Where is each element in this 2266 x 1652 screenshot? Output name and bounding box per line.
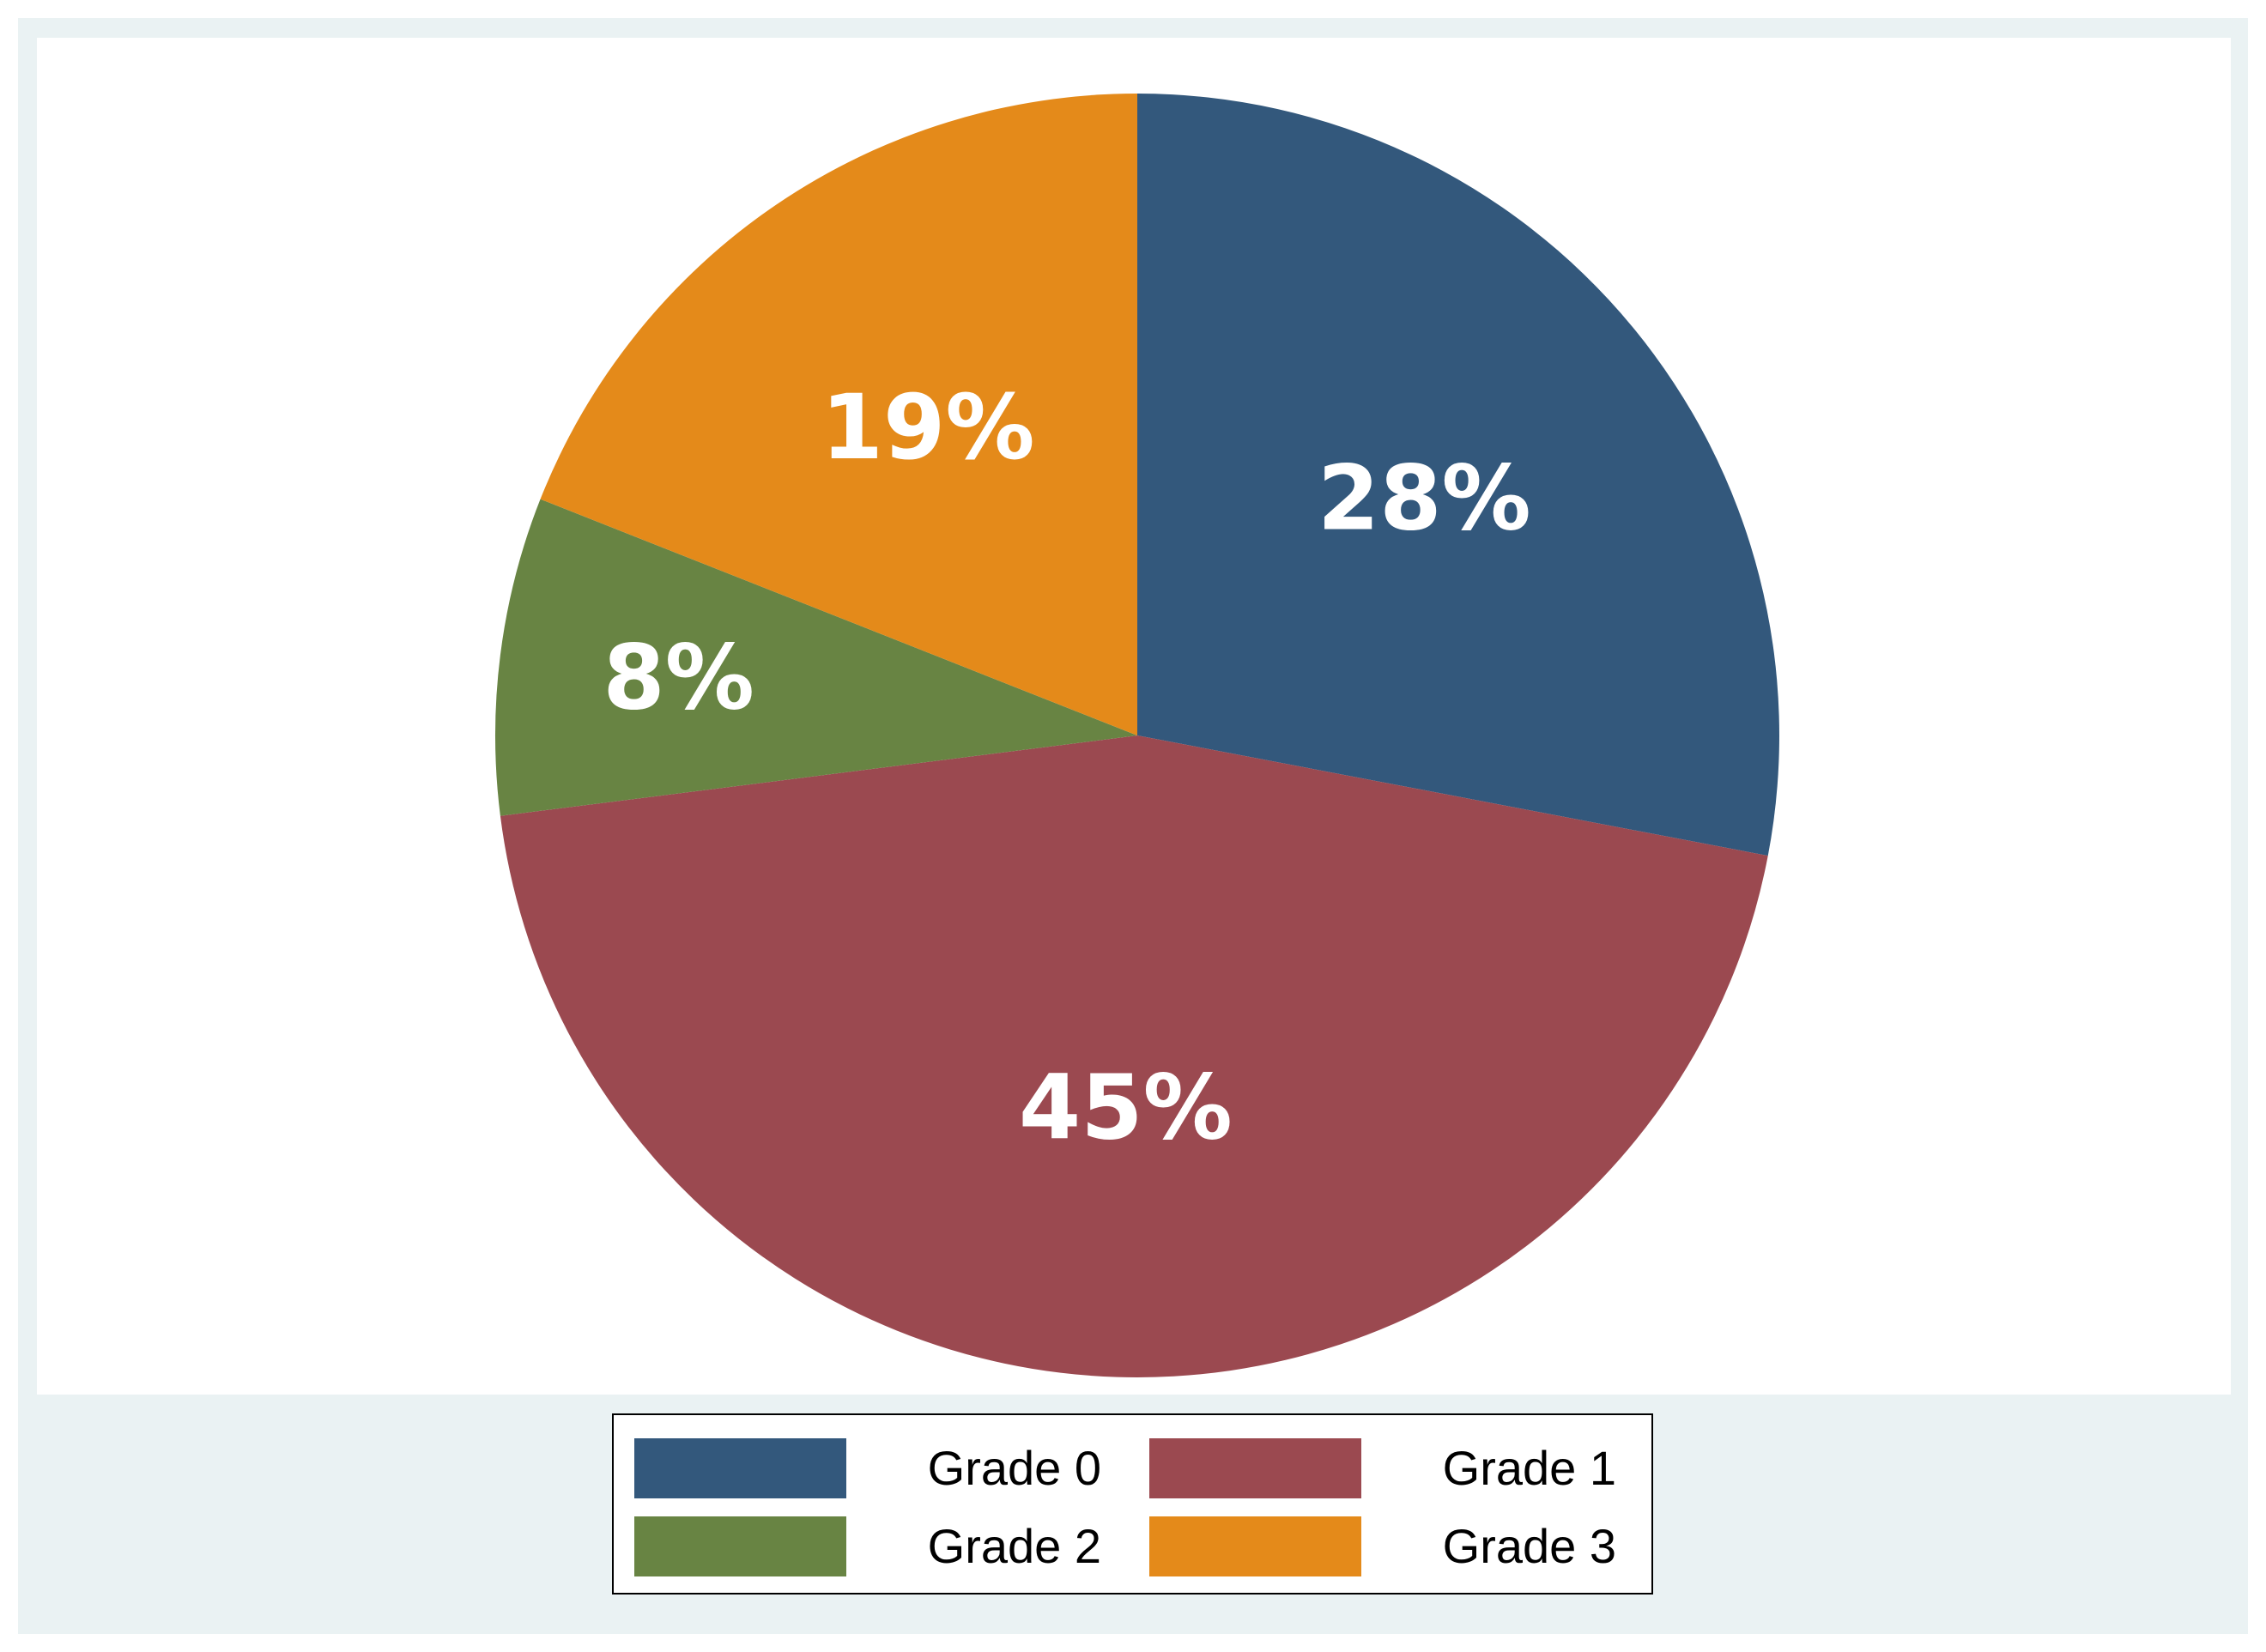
legend-swatch-grade-1 xyxy=(1149,1438,1361,1498)
legend-item-grade-3: Grade 3 xyxy=(1149,1516,1630,1576)
legend-swatch-grade-2 xyxy=(634,1516,846,1576)
legend-label-grade-1: Grade 1 xyxy=(1442,1441,1616,1495)
legend-item-grade-1: Grade 1 xyxy=(1149,1438,1630,1498)
pie-slice-grade-2 xyxy=(495,499,1137,816)
pie-label-grade-0: 28% xyxy=(1318,446,1531,551)
pie-label-grade-3: 19% xyxy=(821,375,1035,480)
legend: Grade 0 Grade 1 Grade 2 Grade 3 xyxy=(612,1413,1653,1595)
pie-slice-grade-1 xyxy=(500,735,1768,1377)
legend-label-grade-0: Grade 0 xyxy=(927,1441,1101,1495)
chart-frame: 28% 45% 8% 19% Grade 0 Grade 1 Grade 2 Grad… xyxy=(18,18,2248,1634)
legend-item-grade-0: Grade 0 xyxy=(634,1438,1115,1498)
pie-slice-grade-3 xyxy=(540,94,1137,735)
legend-swatch-grade-3 xyxy=(1149,1516,1361,1576)
legend-item-grade-2: Grade 2 xyxy=(634,1516,1115,1576)
pie-label-grade-1: 45% xyxy=(1019,1056,1233,1160)
legend-label-grade-2: Grade 2 xyxy=(927,1519,1101,1573)
pie-slice-grade-0 xyxy=(1137,94,1779,856)
plot-region: 28% 45% 8% 19% xyxy=(37,38,2231,1395)
pie-chart: 28% 45% 8% 19% xyxy=(495,94,1779,1377)
legend-label-grade-3: Grade 3 xyxy=(1442,1519,1616,1573)
pie-label-grade-2: 8% xyxy=(603,626,754,730)
legend-swatch-grade-0 xyxy=(634,1438,846,1498)
